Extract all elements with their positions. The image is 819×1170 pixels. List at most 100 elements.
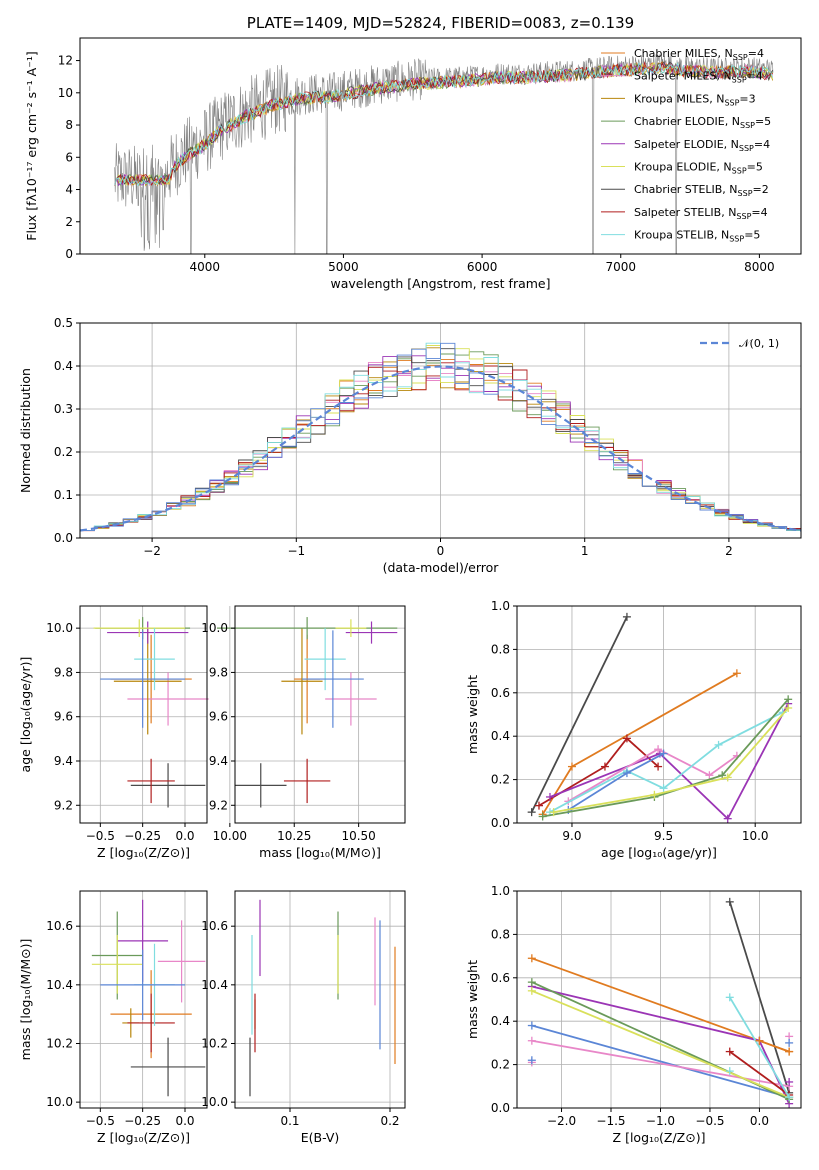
- panel-mass_vs_ebv: 0.1 0.2 10.0 10.2 10.4 10.6 E(B-V): [201, 890, 406, 1145]
- x-tick-label: 10.25: [277, 829, 311, 843]
- y-tick-label: 0.6: [491, 686, 510, 700]
- y-tick-label: 4: [65, 183, 73, 197]
- y-tick-label: 10.4: [46, 978, 73, 992]
- axes-frame: [79, 890, 208, 1109]
- y-tick-label: 0.2: [54, 445, 73, 459]
- axes-frame: [79, 605, 208, 824]
- weight-series: [725, 993, 794, 1102]
- series-line: [729, 1050, 790, 1096]
- weight-series: [545, 708, 787, 817]
- y-tick-label: 0.5: [54, 316, 73, 330]
- panel-age_vs_mass: 10.00 10.25 10.50 9.2 9.4 9.6 9.8 10.0 mass [log…: [201, 605, 406, 860]
- x-tick-label: 10.00: [213, 829, 247, 843]
- panel-age_vs_Z: −0.5 −0.25 0.0 9.2 9.4 9.6 9.8 10.0 Z [log₁₀(Z/Z…: [18, 605, 209, 860]
- y-tick-label: 10.2: [201, 1036, 228, 1050]
- legend-label: Chabrier MILES, NSSP=4: [634, 47, 764, 62]
- spectrum-legend: Chabrier MILES, NSSP=4 Salpeter MILES, NS…: [601, 47, 771, 244]
- legend-label: Chabrier STELIB, NSSP=2: [634, 183, 769, 198]
- series-line: [531, 989, 790, 1099]
- x-axis-label: Z [log₁₀(Z/Z⊙)]: [613, 1130, 706, 1145]
- panel-weight_vs_Z: −2.0 −1.5 −1.0 −0.5 0.0 0.0 0.2 0.4 0.6 0.8 1.0 Z […: [465, 884, 802, 1145]
- legend-label: Salpeter MILES, NSSP=4: [634, 70, 763, 85]
- series-line: [531, 1024, 790, 1099]
- y-tick-label: 9.2: [54, 798, 73, 812]
- y-tick-label: 0: [65, 247, 73, 261]
- y-tick-label: 0.2: [491, 773, 510, 787]
- y-tick-label: 0.8: [491, 927, 510, 941]
- errorbar-point: [100, 949, 185, 1021]
- y-tick-label: 0.2: [491, 1058, 510, 1072]
- residual-histogram: [80, 342, 801, 532]
- x-tick-label: 0.0: [175, 1114, 194, 1128]
- y-tick-label: 0.4: [491, 729, 510, 743]
- x-tick-label: −1.0: [646, 1114, 675, 1128]
- errorbar-point: [127, 672, 209, 726]
- chart-title: PLATE=1409, MJD=52824, FIBERID=0083, z=0…: [247, 14, 634, 32]
- panel-residuals: 𝒩(0, 1) −2 −1 0 1 2 0.0 0.1 0.2 0.3 0.4 0.5 (data-mo…: [18, 316, 802, 575]
- axes-frame: [79, 37, 802, 255]
- x-axis-label: wavelength [Angstrom, rest frame]: [330, 276, 550, 291]
- model-spectrum: [114, 62, 774, 187]
- y-tick-label: 0.4: [54, 359, 73, 373]
- y-tick-label: 10.0: [201, 621, 228, 635]
- y-axis-label: Normed distribution: [18, 368, 33, 493]
- errorbar-point: [335, 619, 367, 637]
- y-tick-label: 1.0: [491, 599, 510, 613]
- series-line: [759, 1039, 790, 1053]
- y-tick-label: 2: [65, 215, 73, 229]
- x-tick-label: −0.5: [695, 1114, 724, 1128]
- y-tick-label: 10.0: [201, 1095, 228, 1109]
- legend-label: 𝒩(0, 1): [739, 337, 779, 350]
- y-tick-label: 10.0: [46, 621, 73, 635]
- x-tick-label: 6000: [467, 260, 498, 274]
- series-line: [729, 996, 790, 1098]
- legend-label: Salpeter STELIB, NSSP=4: [634, 206, 768, 221]
- y-tick-label: 10.4: [201, 978, 228, 992]
- y-tick-label: 0.8: [491, 642, 510, 656]
- x-tick-label: −2: [143, 544, 161, 558]
- y-tick-label: 1.0: [491, 884, 510, 898]
- x-axis-label: Z [log₁₀(Z/Z⊙)]: [97, 1130, 190, 1145]
- y-axis-label: Flux [fλ10⁻¹⁷ erg cm⁻² s⁻¹ A⁻¹]: [24, 51, 39, 240]
- weight-series: [527, 612, 631, 817]
- errorbar-point: [283, 758, 331, 804]
- errorbar-point: [281, 628, 323, 735]
- errorbar-point: [134, 628, 175, 691]
- axes-frame: [234, 890, 406, 1109]
- x-tick-label: 0.1: [280, 1114, 299, 1128]
- y-tick-label: 9.2: [209, 798, 228, 812]
- x-tick-label: 10.0: [742, 829, 769, 843]
- errorbar-point: [235, 763, 287, 808]
- errorbar-point: [127, 993, 175, 1053]
- series-line: [549, 703, 789, 821]
- errorbar-point: [100, 630, 185, 728]
- y-tick-label: 9.8: [209, 665, 228, 679]
- y-axis-label: age [log₁₀(age/yr)]: [18, 657, 33, 773]
- legend-label: Kroupa ELODIE, NSSP=5: [634, 161, 763, 176]
- x-tick-label: 8000: [744, 260, 775, 274]
- y-tick-label: 10: [58, 86, 73, 100]
- x-tick-label: 7000: [605, 260, 636, 274]
- weight-series: [534, 734, 663, 810]
- y-tick-label: 6: [65, 150, 73, 164]
- normal-curve: [79, 365, 802, 532]
- x-tick-label: 0.0: [175, 829, 194, 843]
- y-tick-label: 10.6: [46, 919, 73, 933]
- x-tick-label: −0.5: [86, 1114, 115, 1128]
- series-line: [530, 616, 628, 813]
- panel-weight_vs_age: 9.0 9.5 10.0 0.0 0.2 0.4 0.6 0.8 1.0 age [log₁₀(a…: [465, 599, 802, 860]
- legend-label: Salpeter ELODIE, NSSP=4: [634, 138, 770, 153]
- weight-series: [755, 1036, 794, 1056]
- x-tick-label: 5000: [328, 260, 359, 274]
- y-tick-label: 9.4: [54, 754, 73, 768]
- x-axis-label: age [log₁₀(age/yr)]: [601, 845, 717, 860]
- x-tick-label: 0.0: [750, 1114, 769, 1128]
- y-tick-label: 9.4: [209, 754, 228, 768]
- errorbar-point: [130, 1037, 206, 1097]
- y-axis-label: mass weight: [465, 675, 480, 754]
- panel-mass_vs_Z: −0.5 −0.25 0.0 10.0 10.2 10.4 10.6 Z [log₁₀(Z/Z…: [18, 890, 208, 1145]
- errorbar-point: [216, 617, 398, 640]
- errorbar-point: [127, 758, 175, 804]
- errorbar-point: [130, 763, 206, 808]
